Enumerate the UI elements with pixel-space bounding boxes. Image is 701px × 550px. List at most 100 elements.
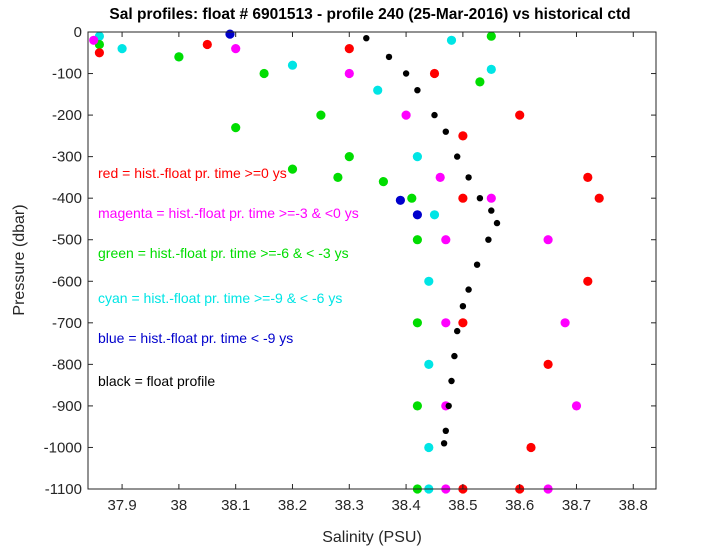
- data-point: [395, 195, 405, 205]
- plot-background: [88, 32, 656, 489]
- data-point: [458, 318, 468, 328]
- y-axis: 0 -100 -200 -300 -400 -500 -600 -700 -800 -900 -10…: [44, 24, 656, 498]
- y-tick-label: -200: [52, 107, 82, 124]
- data-point: [448, 377, 455, 385]
- data-point: [543, 359, 553, 369]
- legend-entry: blue = hist.-float pr. time < -9 ys: [98, 330, 293, 346]
- data-point: [378, 177, 388, 187]
- x-tick-label: 38.8: [619, 497, 648, 514]
- data-point: [435, 172, 445, 182]
- data-point: [488, 207, 495, 214]
- data-point: [89, 35, 99, 45]
- x-tick-label: 38.2: [278, 497, 307, 514]
- y-axis-title: Pressure (dbar): [11, 204, 28, 315]
- data-point: [571, 401, 582, 411]
- data-point: [225, 29, 235, 39]
- data-point: [475, 77, 485, 87]
- data-point: [458, 193, 468, 203]
- data-point: [560, 318, 570, 328]
- data-point: [414, 87, 421, 94]
- data-point: [344, 44, 354, 54]
- legend-entry: black = float profile: [98, 373, 215, 389]
- data-point: [451, 352, 458, 360]
- data-point: [429, 210, 440, 220]
- data-point: [117, 44, 127, 54]
- y-tick-label: -1000: [44, 439, 82, 456]
- data-point: [363, 35, 370, 42]
- x-axis-title: Salinity (PSU): [322, 529, 422, 546]
- data-point: [465, 174, 472, 181]
- data-point: [543, 235, 553, 245]
- data-point: [493, 219, 501, 227]
- data-point: [316, 110, 326, 120]
- data-point: [385, 53, 393, 61]
- data-point: [583, 172, 593, 182]
- plot-frame: [87, 31, 657, 490]
- data-point: [431, 111, 438, 119]
- data-point: [231, 44, 241, 54]
- data-point: [231, 123, 241, 133]
- data-point: [583, 276, 593, 286]
- data-point: [94, 48, 104, 58]
- y-tick-label: -900: [52, 398, 82, 415]
- data-point: [486, 31, 496, 41]
- data-point: [526, 442, 536, 453]
- data-point: [424, 276, 434, 286]
- y-tick-label: -100: [52, 66, 82, 83]
- chart-title: Sal profiles: float # 6901513 - profile …: [109, 6, 630, 23]
- y-tick-label: 0: [74, 24, 82, 41]
- data-point: [287, 164, 298, 174]
- data-point: [373, 85, 383, 95]
- x-tick-label: 38.6: [505, 497, 534, 514]
- data-point: [515, 110, 525, 120]
- data-point: [412, 401, 422, 411]
- x-axis: 37.9 38 38.1 38.2 38.3 38.4 38.5 38.6 38.7 38.8: [107, 32, 648, 514]
- data-point: [485, 236, 492, 243]
- data-point: [202, 39, 212, 50]
- data-point: [446, 35, 457, 45]
- data-point: [445, 402, 452, 410]
- data-point: [441, 318, 451, 328]
- data-point: [333, 172, 343, 182]
- data-point: [442, 427, 449, 434]
- legend: red = hist.-float pr. time >=0 ys magenta…: [98, 165, 359, 389]
- legend-entry: red = hist.-float pr. time >=0 ys: [98, 165, 287, 181]
- data-point: [412, 152, 422, 162]
- data-point: [344, 152, 354, 162]
- x-tick-label: 38.7: [562, 497, 591, 514]
- y-tick-label: -800: [52, 356, 82, 373]
- data-point: [441, 235, 451, 245]
- x-tick-label: 38.5: [448, 497, 477, 514]
- y-tick-label: -400: [52, 190, 82, 207]
- y-tick-label: -500: [52, 232, 82, 249]
- data-point: [442, 128, 449, 135]
- y-tick-label: -300: [52, 149, 82, 166]
- data-point: [412, 210, 422, 220]
- x-tick-label: 38.4: [391, 497, 420, 514]
- data-point: [594, 193, 604, 203]
- x-tick-label: 38: [171, 497, 188, 514]
- data-point: [476, 195, 484, 202]
- data-point: [412, 318, 422, 328]
- data-point: [454, 327, 461, 335]
- data-point: [344, 68, 354, 79]
- data-point: [429, 68, 440, 79]
- data-point: [486, 193, 496, 203]
- legend-entry: green = hist.-float pr. time >=-6 & < -3…: [98, 245, 349, 261]
- data-point: [407, 193, 417, 203]
- y-tick-label: -700: [52, 315, 82, 332]
- legend-entry: magenta = hist.-float pr. time >=-3 & <0…: [98, 205, 359, 221]
- data-point: [401, 110, 411, 120]
- data-point: [412, 235, 422, 245]
- data-point: [287, 60, 298, 70]
- x-tick-label: 38.3: [335, 497, 364, 514]
- legend-entry: cyan = hist.-float pr. time >=-9 & < -6 …: [98, 290, 342, 306]
- y-tick-label: -1100: [45, 481, 82, 498]
- data-point: [454, 153, 461, 160]
- data-point: [465, 286, 472, 293]
- data-point: [259, 68, 269, 79]
- data-point: [486, 64, 496, 74]
- data-point: [440, 440, 448, 447]
- data-point: [473, 261, 481, 268]
